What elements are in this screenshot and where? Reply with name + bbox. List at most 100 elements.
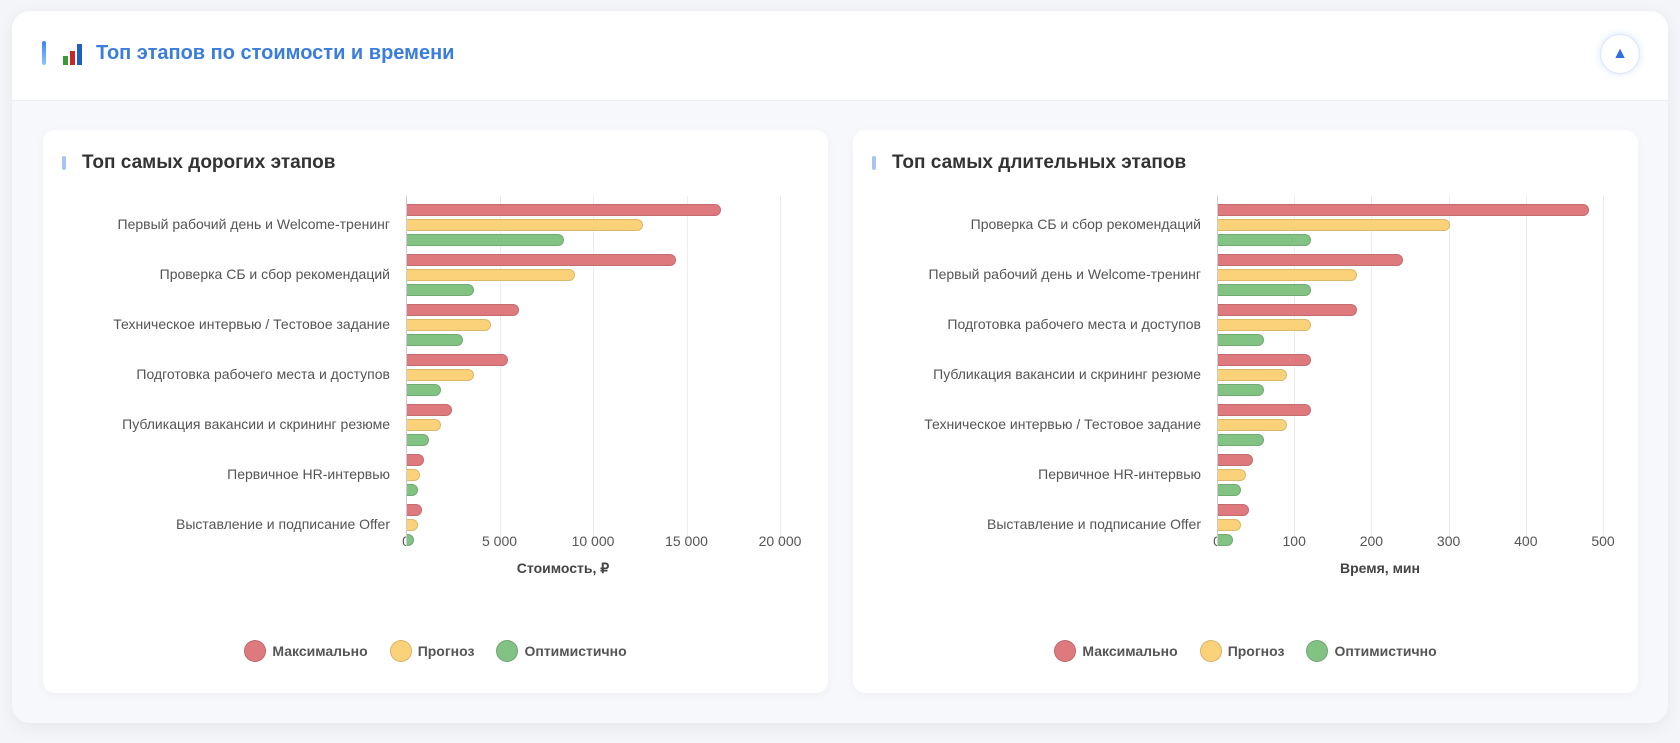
legend-label: Прогноз — [417, 643, 475, 659]
bar-optimistic — [407, 384, 441, 396]
legend-label: Оптимистично — [1334, 643, 1437, 659]
bar-max — [407, 504, 422, 516]
bar-forecast — [407, 269, 576, 281]
bar-optimistic — [1218, 284, 1311, 296]
category-label: Выставление и подписание Offer — [176, 516, 390, 532]
collapse-button[interactable]: ▲ — [1600, 34, 1640, 74]
category-label: Подготовка рабочего места и доступов — [947, 316, 1201, 332]
bar-chart-icon — [63, 43, 85, 65]
bar-forecast — [407, 419, 441, 431]
x-tick-label: 500 — [1591, 533, 1615, 549]
gridline — [780, 196, 781, 546]
bar-forecast — [1218, 319, 1311, 331]
bar-max — [407, 454, 424, 466]
category-label: Первый рабочий день и Welcome-тренинг — [928, 266, 1201, 282]
time-chart-panel: Топ самых длительных этапов 010020030040… — [853, 130, 1638, 693]
legend: Максимально Прогноз Оптимистично — [43, 640, 828, 662]
panel-title: Топ самых дорогих этапов — [82, 152, 336, 173]
bar-optimistic — [1218, 234, 1311, 246]
bar-max — [407, 254, 677, 266]
y-axis — [1217, 196, 1218, 546]
x-tick-label: 100 — [1282, 533, 1306, 549]
bar-max — [1218, 454, 1253, 466]
legend-swatch — [244, 640, 267, 662]
bar-forecast — [407, 319, 492, 331]
category-label: Первый рабочий день и Welcome-тренинг — [117, 216, 390, 232]
legend-item[interactable]: Максимально — [244, 640, 368, 662]
card-header: Топ этапов по стоимости и времени ▲ — [12, 11, 1668, 101]
bar-max — [407, 404, 452, 416]
legend-swatch — [1306, 640, 1329, 662]
panel-accent — [872, 156, 876, 170]
bar-max — [407, 354, 508, 366]
legend-swatch — [389, 640, 412, 662]
category-label: Проверка СБ и сбор рекомендаций — [970, 216, 1201, 232]
bar-optimistic — [407, 284, 475, 296]
top-stages-card: Топ этапов по стоимости и времени ▲ Топ … — [12, 11, 1668, 723]
legend-item[interactable]: Прогноз — [389, 640, 475, 662]
bar-optimistic — [407, 484, 419, 496]
legend-item[interactable]: Оптимистично — [496, 640, 627, 662]
x-tick-label: 10 000 — [571, 533, 615, 549]
x-tick-label: 20 000 — [758, 533, 802, 549]
time-chart: 0100200300400500Проверка СБ и сбор реком… — [853, 130, 1638, 693]
legend-item[interactable]: Оптимистично — [1306, 640, 1437, 662]
bar-max — [407, 304, 520, 316]
x-axis-title: Время, мин — [1340, 560, 1420, 576]
category-label: Выставление и подписание Offer — [987, 516, 1201, 532]
bar-forecast — [1218, 469, 1246, 481]
bar-optimistic — [407, 434, 430, 446]
x-tick-label: 300 — [1436, 533, 1461, 549]
legend-label: Прогноз — [1227, 643, 1285, 659]
bar-optimistic — [1218, 484, 1242, 496]
category-label: Первичное HR-интервью — [1038, 466, 1201, 482]
bar-optimistic — [407, 534, 415, 546]
bar-optimistic — [1218, 434, 1265, 446]
legend-swatch — [1054, 640, 1077, 662]
category-label: Техническое интервью / Тестовое задание — [924, 416, 1201, 432]
gridline — [1371, 196, 1373, 546]
chevron-up-icon: ▲ — [1612, 45, 1628, 62]
x-tick-label: 400 — [1514, 533, 1538, 549]
bar-max — [407, 204, 722, 216]
header-accent — [42, 41, 46, 65]
legend-item[interactable]: Прогноз — [1199, 640, 1285, 662]
gridline — [593, 196, 594, 546]
bar-max — [1218, 204, 1589, 216]
bar-optimistic — [1218, 534, 1234, 546]
y-axis — [406, 196, 407, 546]
bar-max — [1218, 304, 1357, 316]
category-label: Первичное HR-интервью — [227, 466, 390, 482]
legend-label: Максимально — [272, 643, 368, 659]
panel-title: Топ самых длительных этапов — [892, 152, 1187, 173]
gridline — [686, 196, 688, 546]
category-label: Проверка СБ и сбор рекомендаций — [159, 266, 390, 282]
gridline — [1603, 196, 1604, 546]
legend-item[interactable]: Максимально — [1054, 640, 1178, 662]
bar-max — [1218, 354, 1311, 366]
category-label: Техническое интервью / Тестовое задание — [113, 316, 390, 332]
legend-label: Оптимистично — [524, 643, 627, 659]
bar-optimistic — [407, 334, 464, 346]
gridline — [1448, 196, 1450, 546]
legend-swatch — [1199, 640, 1222, 662]
bar-optimistic — [407, 234, 565, 246]
gridline — [1525, 196, 1527, 546]
gridline — [499, 196, 501, 546]
bar-forecast — [1218, 419, 1288, 431]
page-title: Топ этапов по стоимости и времени — [96, 42, 455, 64]
panel-accent — [62, 156, 66, 170]
gridline — [1294, 196, 1296, 546]
bar-forecast — [1218, 369, 1288, 381]
x-tick-label: 5 000 — [481, 533, 518, 549]
bar-max — [1218, 504, 1249, 516]
bar-max — [1218, 404, 1311, 416]
legend-label: Максимально — [1082, 643, 1178, 659]
bar-forecast — [1218, 219, 1450, 231]
bar-forecast — [1218, 269, 1357, 281]
category-label: Подготовка рабочего места и доступов — [136, 366, 390, 382]
legend: Максимально Прогноз Оптимистично — [853, 640, 1638, 662]
x-axis-title: Стоимость, ₽ — [516, 560, 610, 576]
bar-max — [1218, 254, 1404, 266]
